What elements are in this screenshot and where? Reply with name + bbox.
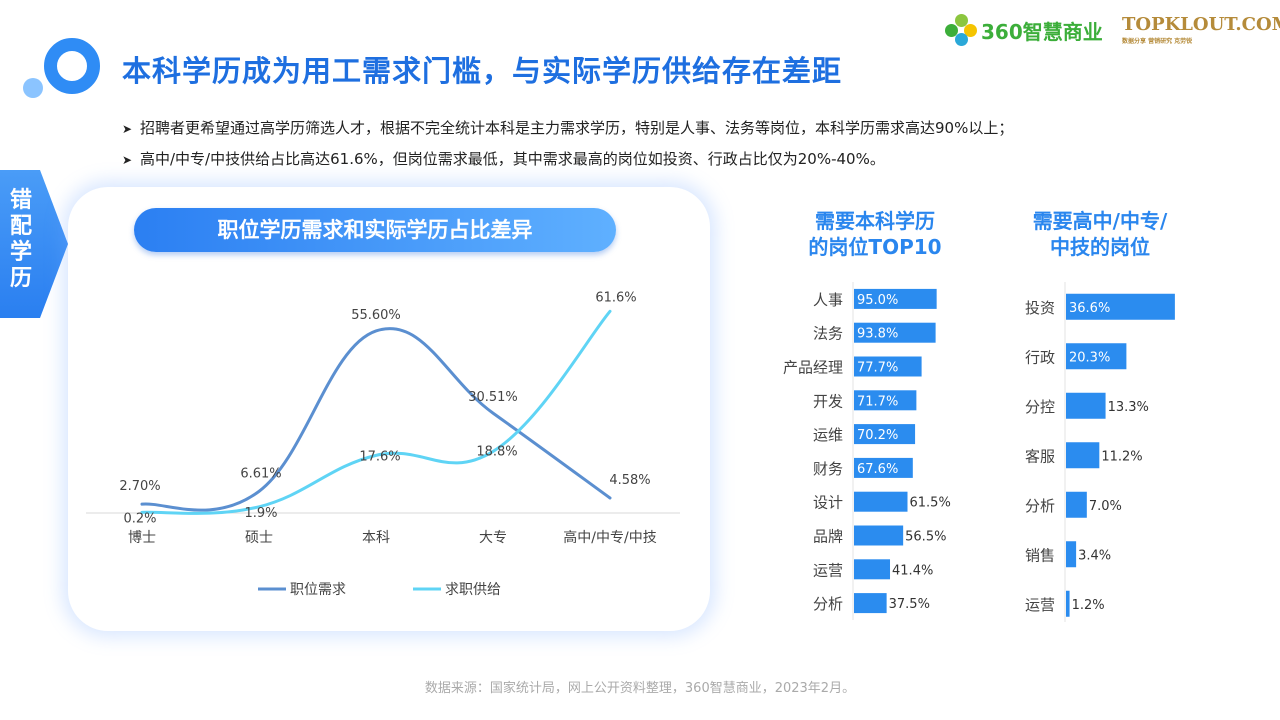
category-label: 客服 (1025, 447, 1055, 465)
data-label: 55.60% (351, 308, 401, 323)
value-label: 56.5% (905, 530, 946, 545)
brand-360-logo: 360智慧商业 (945, 14, 1103, 46)
data-label: 30.51% (468, 390, 518, 405)
category-label: 产品经理 (783, 359, 843, 377)
bar (1066, 442, 1100, 469)
bar (854, 593, 887, 614)
category-label: 开发 (813, 392, 843, 410)
value-label: 13.3% (1108, 400, 1149, 415)
bullet-item: ➤ 高中/中专/中技供给占比高达61.6%，但岗位需求最低，其中需求最高的岗位如投… (122, 144, 1013, 175)
bullet-item: ➤ 招聘者更希望通过高学历筛选人才，根据不完全统计本科是主力需求学历，特别是人事、… (122, 113, 1013, 144)
data-source: 数据来源：国家统计局，网上公开资料整理，360智慧商业，2023年2月。 (424, 681, 856, 696)
category-label: 销售 (1025, 546, 1055, 564)
x-tick-label: 大专 (479, 530, 507, 546)
bar (1066, 293, 1175, 320)
x-tick-label: 硕士 (245, 530, 273, 546)
value-label: 93.8% (857, 327, 898, 342)
arrow-right-icon: ➤ (122, 122, 133, 136)
data-label: 4.58% (609, 473, 650, 488)
series-line-1 (140, 309, 612, 515)
legend-label: 职位需求 (290, 582, 346, 598)
value-label: 11.2% (1101, 449, 1142, 464)
category-label: 分析 (813, 595, 843, 613)
value-label: 95.0% (857, 293, 898, 308)
data-label: 2.70% (119, 479, 160, 494)
brand-topklout-sub: 数据分享 营销研究 克劳锐 (1122, 38, 1193, 45)
brand-dot-icon (23, 78, 43, 98)
series-line-0 (140, 327, 612, 512)
category-label: 分析 (1025, 497, 1055, 515)
x-tick-label: 本科 (362, 530, 390, 546)
category-label: 分控 (1025, 398, 1055, 416)
bar (1066, 392, 1106, 419)
bar (854, 525, 904, 546)
brand-topklout-logo: TOPKLOUT.COM 数据分享 营销研究 克劳锐 (1122, 14, 1280, 45)
line-chart-title: 职位学历需求和实际学历占比差异 (134, 208, 616, 252)
bar-chart-highschool: 投资 36.6% 行政 20.3% 分控 13.3% 客服 11.2% 分析 7.0% 销售 3.4%… (1025, 282, 1175, 622)
category-label: 法务 (813, 325, 843, 343)
brand-ring-icon (44, 38, 100, 94)
bar (1066, 541, 1077, 568)
data-label: 17.6% (359, 449, 400, 464)
value-label: 37.5% (889, 597, 930, 612)
value-label: 3.4% (1078, 548, 1111, 563)
category-label: 品牌 (813, 528, 843, 546)
bar (854, 424, 916, 445)
summary-bullets: ➤ 招聘者更希望通过高学历筛选人才，根据不完全统计本科是主力需求学历，特别是人事、… (122, 113, 1013, 175)
value-label: 41.4% (892, 563, 933, 578)
category-label: 行政 (1025, 348, 1055, 366)
category-label: 设计 (813, 494, 843, 512)
bullet-text: 招聘者更希望通过高学历筛选人才，根据不完全统计本科是主力需求学历，特别是人事、法… (140, 119, 1014, 137)
bar (854, 491, 908, 512)
value-label: 67.6% (857, 462, 898, 477)
page-title: 本科学历成为用工需求门槛，与实际学历供给存在差距 (122, 54, 843, 88)
data-label: 1.9% (244, 506, 277, 521)
category-label: 投资 (1025, 299, 1055, 317)
legend-label: 求职供给 (445, 582, 501, 598)
bar-chart-2-title: 需要高中/中专/ 中技的岗位 (1032, 209, 1168, 259)
value-label: 77.7% (857, 361, 898, 376)
value-label: 61.5% (910, 496, 951, 511)
value-label: 20.3% (1069, 350, 1110, 365)
bar (854, 559, 891, 580)
line-chart: 博士 硕士 本科 大专 高中/中专/中技 2.70% 6.61% 55.60% 30.51% 4.… (86, 290, 680, 598)
category-label: 运营 (813, 561, 843, 579)
category-label: 运营 (1025, 596, 1055, 614)
flower-icon (945, 14, 977, 46)
side-tab-shape (0, 170, 68, 318)
x-tick-label: 高中/中专/中技 (563, 529, 656, 546)
bar (854, 288, 937, 309)
value-label: 1.2% (1072, 598, 1105, 613)
bar (854, 356, 922, 377)
bar (1066, 343, 1127, 370)
value-label: 7.0% (1089, 499, 1122, 514)
bullet-text: 高中/中专/中技供给占比高达61.6%，但岗位需求最低，其中需求最高的岗位如投资… (140, 150, 885, 168)
brand-topklout-text: TOPKLOUT.COM (1122, 14, 1280, 35)
arrow-right-icon: ➤ (122, 153, 133, 167)
bar-chart-bachelor: 人事 95.0% 法务 93.8% 产品经理 77.7% 开发 71.7% 运维 70.2% 财务 6… (783, 282, 951, 620)
value-label: 70.2% (857, 428, 898, 443)
data-label: 6.61% (240, 466, 281, 481)
x-tick-label: 博士 (128, 529, 156, 546)
data-label: 61.6% (595, 290, 636, 305)
side-tab-label: 错 配 学 历 (9, 188, 32, 291)
bar (854, 457, 913, 478)
bar (854, 322, 936, 343)
brand-360-text: 360智慧商业 (981, 19, 1103, 44)
bar (1066, 590, 1070, 617)
value-label: 36.6% (1069, 301, 1110, 316)
bar (1066, 491, 1087, 518)
bar (854, 390, 917, 411)
bar-chart-1-title: 需要本科学历 的岗位TOP10 (808, 209, 942, 259)
side-tab: 错 配 学 历 (0, 170, 68, 318)
value-label: 71.7% (857, 394, 898, 409)
line-chart-card (68, 187, 710, 631)
data-label: 0.2% (123, 511, 156, 526)
category-label: 人事 (813, 291, 843, 309)
category-label: 运维 (813, 426, 843, 444)
data-label: 18.8% (476, 444, 517, 459)
category-label: 财务 (813, 460, 843, 478)
